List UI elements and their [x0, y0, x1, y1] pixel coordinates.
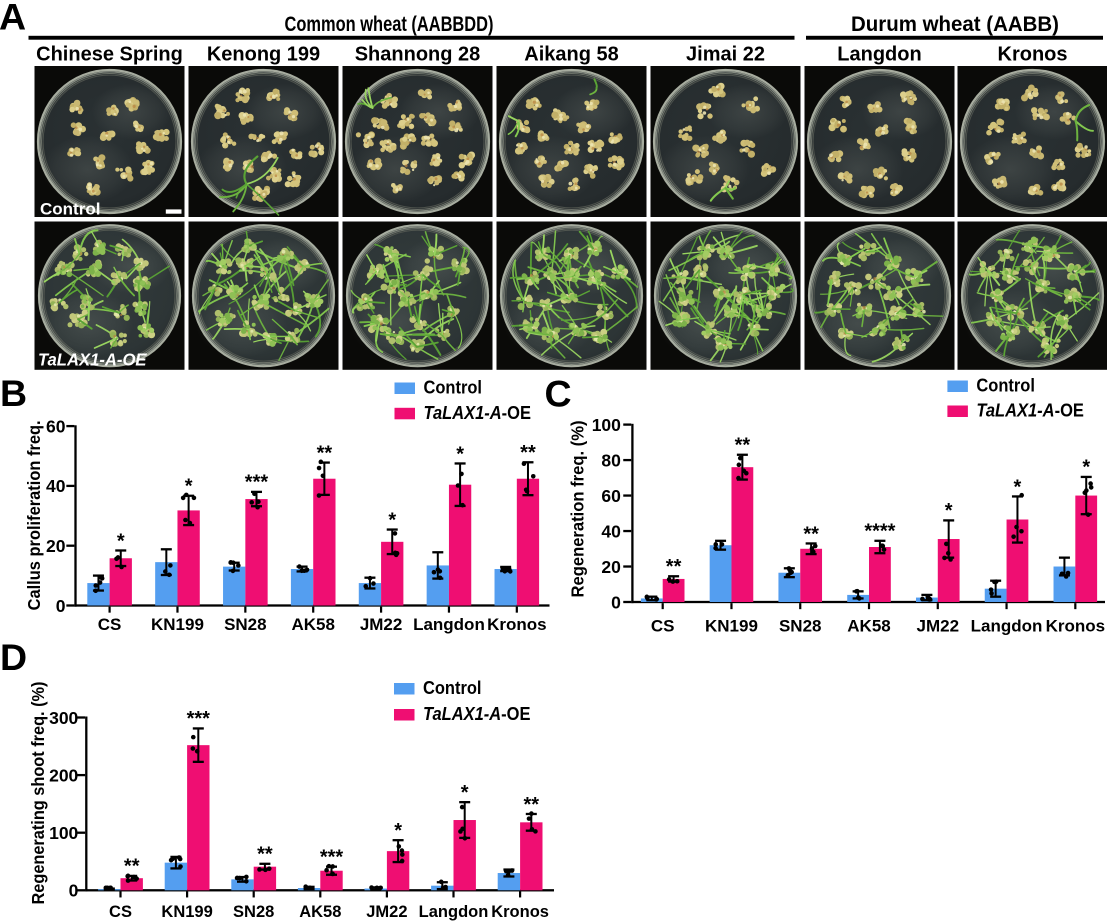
svg-text:*: * [461, 782, 469, 804]
svg-text:AK58: AK58 [291, 615, 334, 634]
svg-text:SN28: SN28 [224, 615, 267, 634]
svg-text:*: * [945, 500, 953, 522]
svg-text:**: ** [666, 556, 682, 578]
svg-text:TaLAX1-A-OE: TaLAX1-A-OE [38, 350, 148, 370]
svg-text:Kronos: Kronos [998, 43, 1068, 65]
svg-text:***: *** [245, 472, 269, 494]
svg-text:Jimai 22: Jimai 22 [686, 43, 765, 65]
svg-text:200: 200 [49, 765, 78, 785]
svg-text:Durum wheat (AABB): Durum wheat (AABB) [851, 13, 1059, 36]
svg-text:*: * [185, 476, 193, 498]
svg-text:*: * [388, 509, 396, 531]
svg-text:Chinese Spring: Chinese Spring [36, 43, 183, 65]
svg-text:60: 60 [601, 486, 621, 506]
svg-text:***: *** [320, 846, 344, 868]
svg-text:20: 20 [46, 536, 66, 556]
svg-text:40: 40 [601, 521, 621, 541]
svg-text:Regeneration freq. (%): Regeneration freq. (%) [568, 421, 588, 598]
svg-text:TaLAX1-A-OE: TaLAX1-A-OE [423, 703, 531, 724]
svg-text:100: 100 [49, 823, 78, 843]
svg-text:Common wheat (AABBDD): Common wheat (AABBDD) [285, 13, 494, 36]
svg-text:40: 40 [46, 476, 66, 496]
svg-text:Regenerating shoot freq. (%): Regenerating shoot freq. (%) [28, 682, 48, 905]
svg-text:*: * [1014, 476, 1022, 498]
svg-text:Langdon: Langdon [413, 615, 485, 634]
svg-text:**: ** [524, 794, 540, 816]
svg-text:**: ** [520, 442, 536, 464]
svg-text:JM22: JM22 [366, 903, 407, 921]
svg-text:JM22: JM22 [917, 617, 960, 636]
svg-text:CS: CS [98, 615, 122, 634]
svg-text:Kenong 199: Kenong 199 [207, 43, 320, 65]
svg-text:KN199: KN199 [151, 615, 204, 634]
svg-text:20: 20 [601, 557, 621, 577]
svg-text:100: 100 [592, 415, 621, 435]
svg-text:60: 60 [46, 416, 66, 436]
svg-text:B: B [0, 375, 27, 414]
svg-text:Control: Control [424, 377, 483, 398]
svg-text:**: ** [317, 442, 333, 464]
svg-text:*: * [394, 820, 402, 842]
svg-text:Callus proliferation freq.: Callus proliferation freq. [24, 420, 44, 610]
svg-text:0: 0 [611, 592, 621, 612]
svg-text:CS: CS [109, 903, 132, 921]
svg-text:Langdon: Langdon [419, 903, 489, 921]
svg-text:Control: Control [423, 677, 482, 698]
svg-text:**: ** [124, 856, 140, 878]
svg-text:SN28: SN28 [233, 903, 274, 921]
svg-text:Kronos: Kronos [487, 615, 547, 634]
svg-text:TaLAX1-A-OE: TaLAX1-A-OE [424, 402, 532, 423]
svg-text:Langdon: Langdon [971, 617, 1043, 636]
svg-text:Control: Control [40, 200, 100, 219]
svg-text:*: * [1082, 457, 1090, 479]
svg-text:**: ** [735, 435, 751, 457]
svg-text:Kronos: Kronos [1046, 617, 1106, 636]
svg-text:**: ** [257, 844, 273, 866]
svg-text:KN199: KN199 [705, 617, 758, 636]
svg-text:Aikang 58: Aikang 58 [524, 43, 618, 65]
svg-text:Kronos: Kronos [491, 903, 549, 921]
svg-text:C: C [545, 375, 572, 414]
svg-text:0: 0 [56, 596, 66, 616]
svg-text:Control: Control [976, 375, 1035, 396]
svg-text:AK58: AK58 [847, 617, 890, 636]
svg-text:80: 80 [601, 450, 621, 470]
svg-text:KN199: KN199 [161, 903, 212, 921]
svg-text:Langdon: Langdon [837, 43, 921, 65]
svg-text:*: * [456, 443, 464, 465]
svg-text:AK58: AK58 [299, 903, 341, 921]
svg-text:SN28: SN28 [779, 617, 822, 636]
svg-text:TaLAX1-A-OE: TaLAX1-A-OE [976, 400, 1084, 421]
svg-text:300: 300 [49, 708, 78, 728]
svg-text:0: 0 [69, 881, 79, 901]
svg-text:**: ** [803, 523, 819, 545]
svg-text:***: *** [187, 708, 211, 730]
svg-text:*: * [117, 530, 125, 552]
svg-text:D: D [0, 640, 27, 678]
svg-text:****: **** [864, 521, 895, 543]
svg-text:A: A [0, 0, 26, 38]
svg-text:Shannong 28: Shannong 28 [355, 43, 481, 65]
svg-text:CS: CS [651, 617, 675, 636]
svg-text:JM22: JM22 [360, 615, 403, 634]
